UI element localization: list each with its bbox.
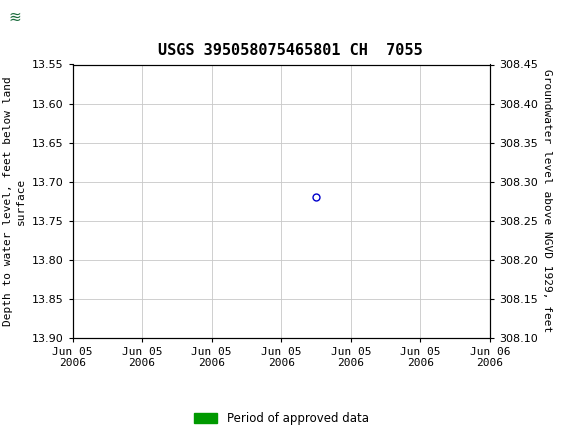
Text: ≋: ≋ (9, 9, 21, 25)
Text: USGS: USGS (38, 8, 89, 26)
Bar (3, 3, 78, 32)
Y-axis label: Groundwater level above NGVD 1929, feet: Groundwater level above NGVD 1929, feet (542, 69, 552, 333)
Y-axis label: Depth to water level, feet below land
surface: Depth to water level, feet below land su… (3, 76, 26, 326)
Text: USGS 395058075465801 CH  7055: USGS 395058075465801 CH 7055 (158, 43, 422, 58)
Legend: Period of approved data: Period of approved data (189, 408, 374, 430)
